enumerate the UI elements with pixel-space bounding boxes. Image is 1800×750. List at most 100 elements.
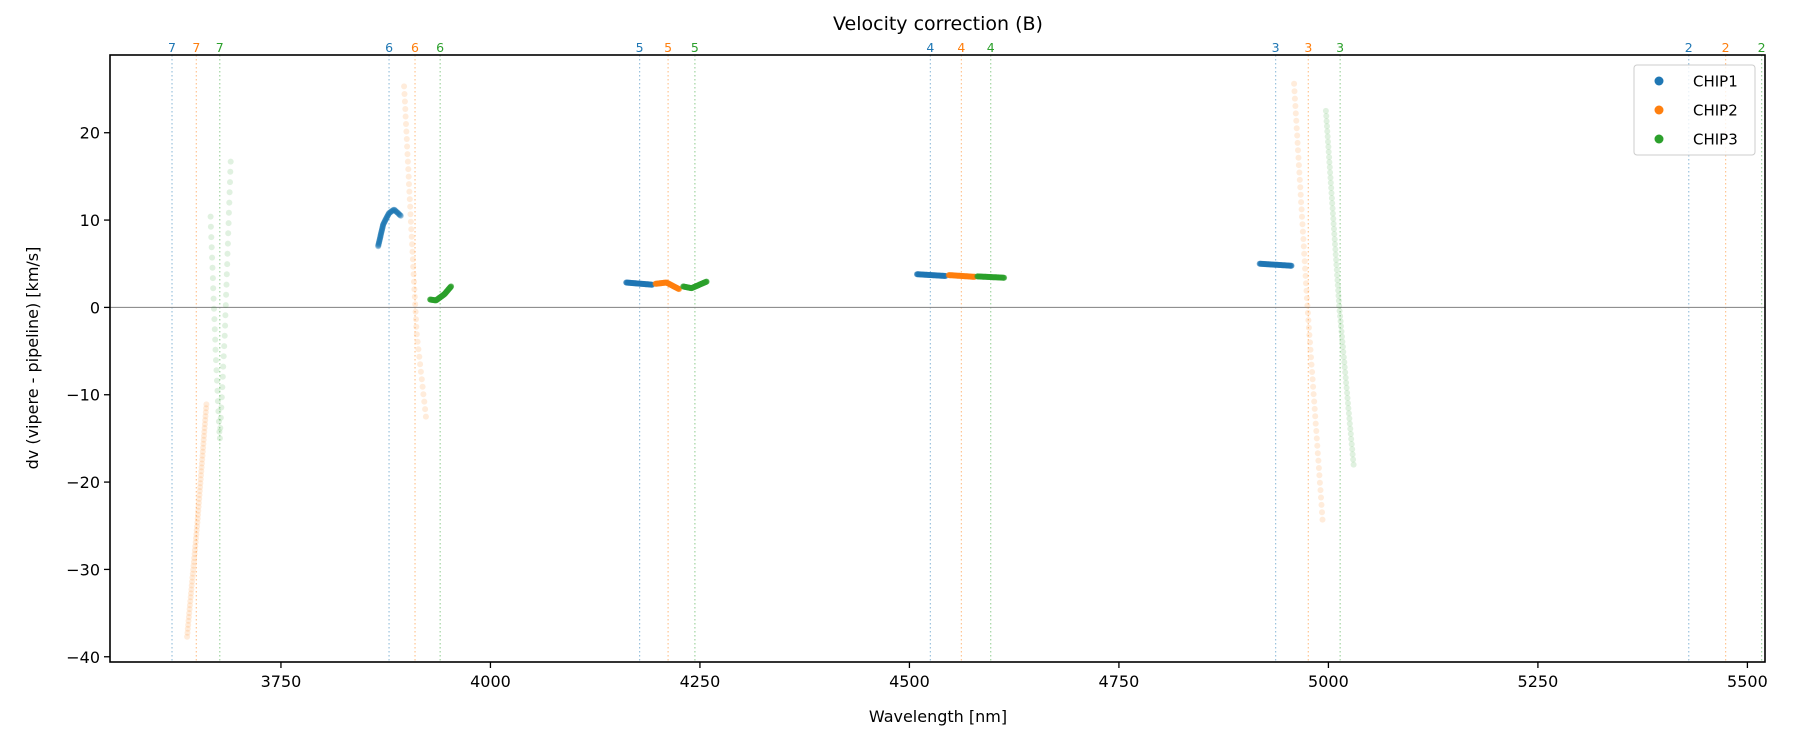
data-point-chip2: [186, 602, 193, 609]
data-point-chip3: [211, 326, 218, 333]
data-point-chip2: [1302, 272, 1309, 279]
data-point-chip3: [1326, 164, 1333, 171]
data-point-chip1: [377, 234, 384, 241]
data-point-chip1: [379, 225, 386, 232]
x-tick-label: 4000: [470, 672, 511, 691]
data-point-chip2: [410, 263, 417, 270]
data-point-chip1: [391, 206, 398, 213]
data-point-chip3: [1324, 128, 1331, 135]
data-point-chip2: [1301, 258, 1308, 265]
data-point-chip2: [401, 83, 408, 90]
data-point-chip2: [406, 188, 413, 195]
data-point-chip3: [1342, 374, 1349, 381]
data-point-chip2: [1306, 332, 1313, 338]
legend-label: CHIP3: [1693, 131, 1738, 149]
data-point-chip3: [1337, 318, 1344, 325]
data-point-chip2: [1319, 516, 1326, 523]
data-point-chip2: [1312, 420, 1319, 427]
data-point-chip2: [416, 353, 423, 360]
data-point-chip3: [210, 285, 217, 292]
x-tick-label: 5000: [1308, 672, 1349, 691]
data-point-chip3: [1340, 348, 1347, 355]
data-point-chip2: [199, 456, 206, 463]
data-points: [184, 80, 1357, 640]
order-label: 7: [192, 40, 200, 55]
order-label: 7: [168, 40, 176, 55]
data-point-chip3: [212, 346, 219, 353]
data-point-chip3: [1342, 369, 1349, 376]
data-point-chip2: [1313, 435, 1320, 442]
data-point-chip1: [375, 243, 382, 250]
data-point-chip3: [211, 305, 217, 312]
data-point-chip2: [198, 472, 204, 479]
data-point-chip2: [191, 555, 198, 561]
data-point-chip1: [379, 222, 386, 229]
data-point-chip2: [417, 368, 424, 375]
data-point-chip2: [1302, 265, 1309, 272]
data-point-chip3: [207, 213, 214, 220]
data-point-chip2: [1318, 494, 1324, 501]
data-point-chip3: [1331, 236, 1338, 243]
data-point-chip3: [209, 264, 216, 271]
data-point-chip3: [1327, 174, 1334, 181]
legend-marker: [1654, 76, 1664, 86]
data-point-chip3: [209, 254, 216, 261]
data-point-chip2: [195, 503, 202, 510]
data-point-chip1: [375, 240, 382, 247]
data-point-chip3: [1345, 400, 1351, 407]
data-point-chip3: [1329, 200, 1336, 207]
data-point-chip3: [227, 168, 234, 175]
data-point-chip1: [376, 235, 383, 242]
data-point-chip1: [376, 236, 383, 243]
data-point-chip2: [1295, 162, 1302, 169]
data-point-chip2: [403, 128, 410, 135]
data-point-chip2: [408, 226, 415, 233]
data-point-chip2: [1296, 176, 1303, 183]
data-point-chip2: [187, 598, 194, 605]
y-axis-ticks: −40 −30 −20 −10 0 10 20: [66, 124, 110, 667]
data-point-chip3: [1341, 359, 1348, 366]
order-label: 6: [385, 40, 393, 55]
data-point-chip3: [1349, 446, 1356, 453]
data-point-chip2: [201, 421, 208, 428]
data-point-chip2: [1305, 317, 1312, 324]
data-point-chip2: [409, 256, 416, 263]
data-point-chip3: [1335, 297, 1342, 304]
data-point-chip2: [189, 570, 196, 577]
order-label: 2: [1685, 40, 1693, 55]
data-point-chip1: [379, 224, 386, 231]
data-point-chip2: [1297, 191, 1304, 198]
data-point-chip3: [222, 302, 229, 309]
data-point-chip3: [225, 230, 232, 237]
x-tick-label: 4500: [889, 672, 930, 691]
x-axis-ticks: 3750 4000 4250 4500 4750 5000 5250 5500: [261, 662, 1768, 691]
data-point-chip3: [1346, 415, 1353, 422]
data-point-chip1: [375, 242, 382, 249]
data-point-chip3: [214, 387, 221, 394]
data-point-chip2: [414, 338, 421, 345]
data-point-chip2: [194, 515, 201, 522]
data-point-chip3: [1345, 410, 1352, 417]
data-point-chip2: [417, 361, 424, 368]
data-point-chip3: [1329, 210, 1336, 217]
data-point-chip1: [380, 220, 387, 227]
data-point-chip1: [377, 233, 384, 240]
data-point-chip2: [408, 233, 415, 240]
data-point-chip2: [200, 440, 207, 447]
data-point-chip1: [380, 220, 387, 227]
data-point-chip2: [410, 271, 417, 278]
data-point-chip2: [413, 331, 420, 338]
data-point-chip2: [403, 136, 410, 142]
data-point-chip3: [1348, 441, 1355, 448]
data-point-chip2: [200, 444, 207, 451]
order-label: 5: [664, 40, 672, 55]
data-point-chip2: [193, 535, 199, 542]
data-point-chip2: [413, 323, 420, 330]
x-tick-label: 4250: [680, 672, 721, 691]
data-point-chip2: [198, 464, 205, 471]
data-point-chip3: [1339, 343, 1346, 350]
data-point-chip1: [383, 215, 390, 222]
data-point-chip2: [421, 398, 428, 405]
data-point-chip1: [397, 212, 404, 219]
data-point-chip3: [1345, 405, 1352, 412]
